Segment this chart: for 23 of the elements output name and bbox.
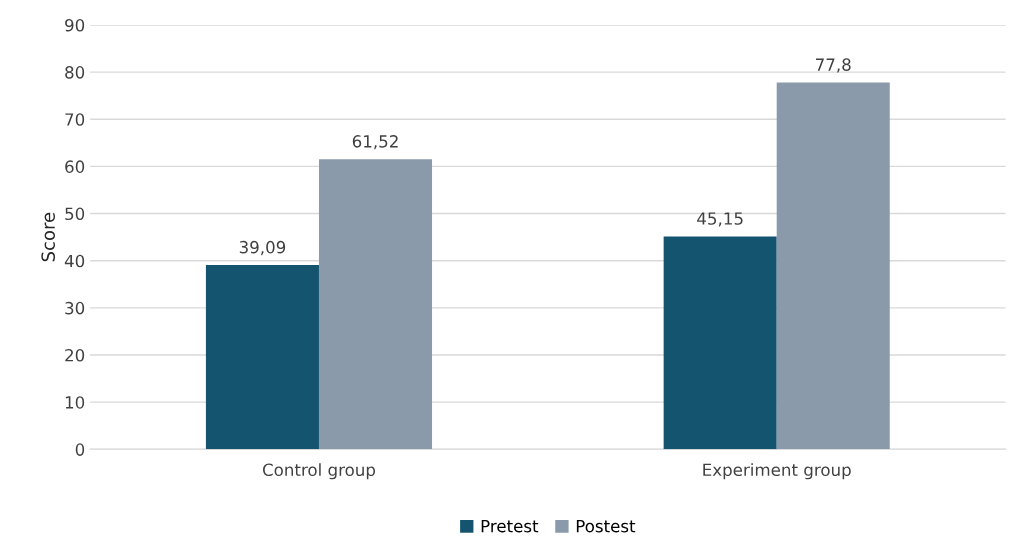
y-axis-title: Score [41,212,55,262]
y-tick-label: 70 [65,113,85,126]
x-tick-label: Control group [262,463,376,480]
y-tick-label: 80 [65,66,85,79]
y-tick-label: 50 [65,207,85,221]
y-tick-label: 10 [65,396,85,409]
data-label: 61,52 [352,135,398,150]
bar [663,236,777,450]
legend-label: Pretest [481,520,539,533]
data-label: 45,15 [697,212,743,227]
bar [318,159,433,450]
data-label: 77,8 [816,58,851,73]
data-label: 39,09 [239,240,286,256]
y-tick-label: 90 [65,18,85,32]
y-tick-label: 0 [75,443,85,456]
y-tick-label: 20 [65,348,85,362]
y-tick-label: 40 [64,254,85,268]
x-tick-label: Experiment group [703,463,851,480]
y-tick-label: 60 [65,160,85,173]
bar [205,264,319,450]
y-tick-label: 30 [65,301,85,315]
bar [776,82,890,450]
legend-label: Postest [576,520,636,533]
